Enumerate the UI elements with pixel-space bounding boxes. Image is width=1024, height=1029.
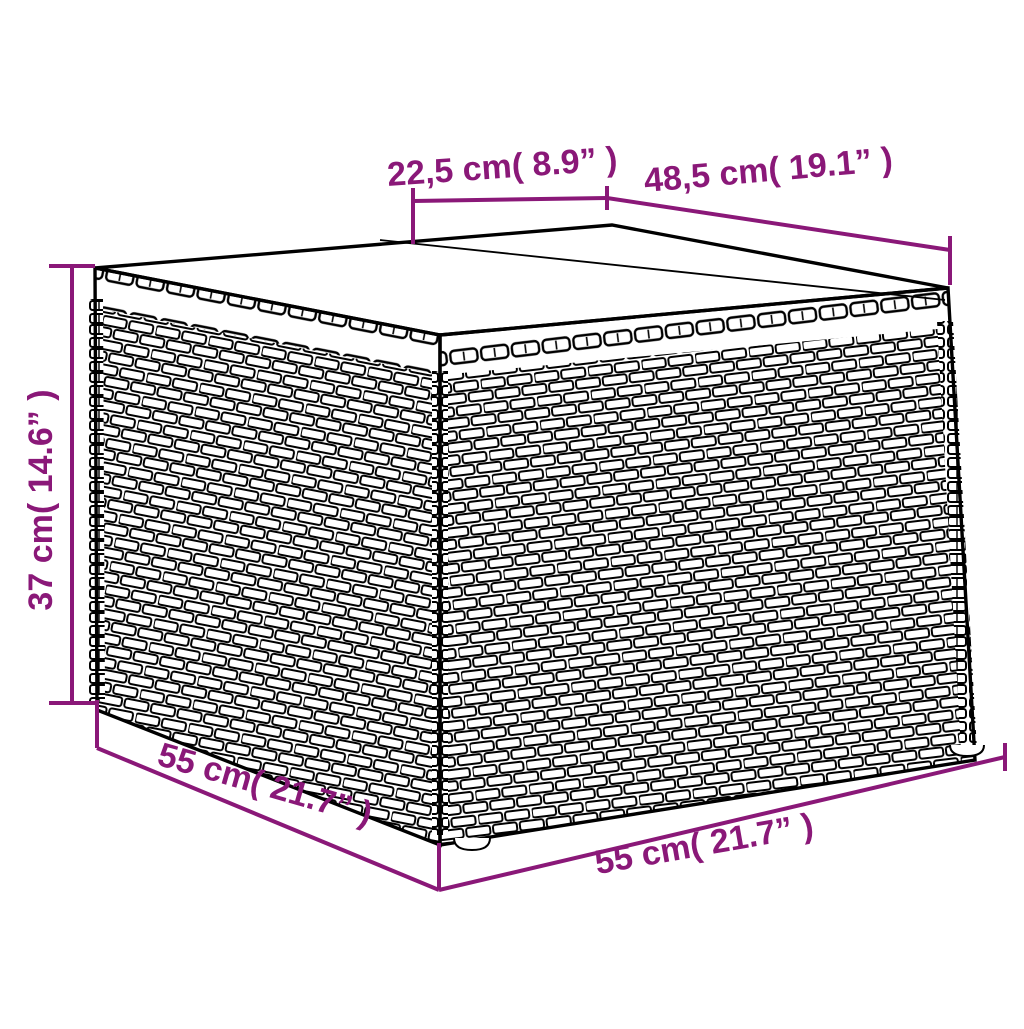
- svg-text:37 cm( 14.6” ): 37 cm( 14.6” ): [22, 389, 60, 610]
